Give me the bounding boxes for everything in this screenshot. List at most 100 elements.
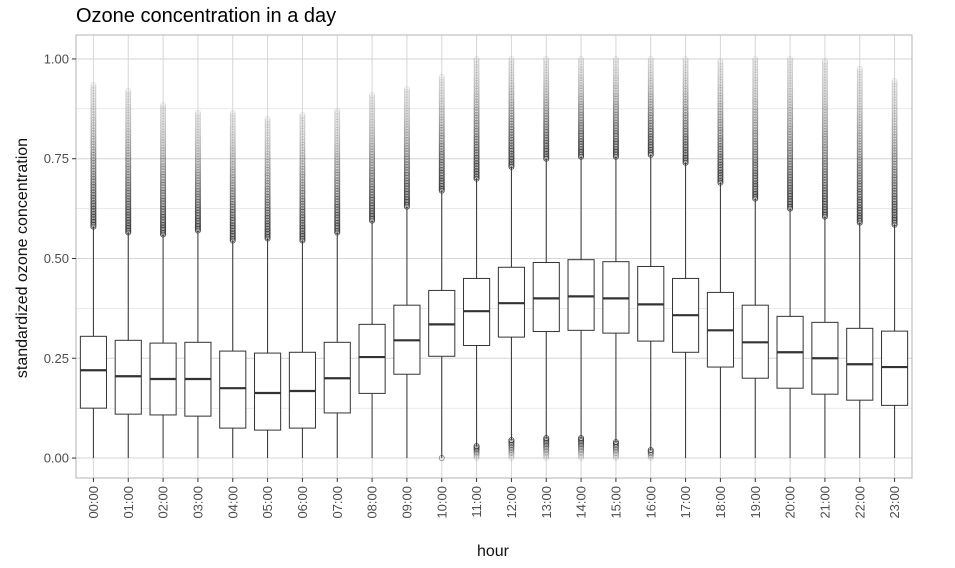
outlier-point bbox=[508, 57, 515, 64]
outlier-point bbox=[891, 146, 898, 153]
outlier-point bbox=[160, 149, 167, 156]
outlier-point bbox=[369, 198, 376, 205]
outlier-point bbox=[856, 77, 863, 84]
outlier-point bbox=[473, 81, 480, 88]
outlier-point bbox=[682, 129, 689, 136]
outlier-point bbox=[90, 104, 97, 111]
outlier-point bbox=[438, 134, 445, 141]
outlier-point bbox=[264, 160, 271, 167]
outlier-point bbox=[508, 143, 515, 150]
outlier-point bbox=[682, 86, 689, 93]
outlier-point bbox=[891, 98, 898, 105]
outlier-point bbox=[369, 212, 376, 219]
outlier-point bbox=[473, 111, 480, 118]
outlier-point bbox=[647, 451, 654, 458]
outlier-point bbox=[647, 57, 654, 64]
outlier-point bbox=[821, 169, 828, 176]
outlier-point bbox=[90, 156, 97, 163]
outlier-point bbox=[473, 174, 480, 181]
outlier-point bbox=[717, 101, 724, 108]
outlier-point bbox=[821, 197, 828, 204]
outlier-point bbox=[194, 170, 201, 177]
outlier-point bbox=[403, 151, 410, 158]
x-tick-label: 03:00 bbox=[190, 486, 205, 519]
outlier-point bbox=[682, 108, 689, 115]
outlier-point bbox=[125, 149, 132, 156]
outlier-point bbox=[647, 83, 654, 90]
outlier-point bbox=[125, 181, 132, 188]
outlier-point bbox=[578, 448, 585, 455]
outlier-point bbox=[264, 235, 271, 242]
outlier-point bbox=[90, 89, 97, 96]
outlier-point bbox=[612, 448, 619, 455]
outlier-point bbox=[821, 97, 828, 104]
outlier-point bbox=[194, 117, 201, 124]
outlier-point bbox=[856, 155, 863, 162]
outlier-point bbox=[821, 100, 828, 107]
outlier-point bbox=[682, 89, 689, 96]
outlier-point bbox=[787, 87, 794, 94]
outlier-point bbox=[299, 134, 306, 141]
outlier-point bbox=[821, 150, 828, 157]
outlier-point bbox=[194, 138, 201, 145]
outlier-point bbox=[508, 116, 515, 123]
outlier-point bbox=[891, 97, 898, 104]
box-20:00 bbox=[776, 55, 804, 459]
outlier-point bbox=[334, 120, 341, 127]
outlier-point bbox=[752, 92, 759, 99]
outlier-point bbox=[612, 445, 619, 452]
outlier-point bbox=[787, 84, 794, 91]
outlier-point bbox=[160, 111, 167, 118]
outlier-point bbox=[717, 123, 724, 130]
outlier-point bbox=[369, 171, 376, 178]
outlier-point bbox=[229, 122, 236, 129]
x-tick-label: 19:00 bbox=[748, 486, 763, 519]
outlier-point bbox=[508, 71, 515, 78]
outlier-point bbox=[891, 162, 898, 169]
outlier-point bbox=[578, 105, 585, 112]
outlier-point bbox=[717, 122, 724, 129]
outlier-point bbox=[403, 203, 410, 210]
outlier-point bbox=[264, 233, 271, 240]
outlier-point bbox=[647, 121, 654, 128]
outlier-point bbox=[752, 123, 759, 130]
outlier-point bbox=[578, 81, 585, 88]
outlier-point bbox=[403, 132, 410, 139]
outlier-point bbox=[578, 97, 585, 104]
outlier-point bbox=[125, 220, 132, 227]
outlier-point bbox=[543, 135, 550, 142]
outlier-point bbox=[647, 63, 654, 70]
x-tick-label: 11:00 bbox=[469, 486, 484, 518]
outlier-point bbox=[229, 157, 236, 164]
outlier-point bbox=[682, 146, 689, 153]
outlier-point bbox=[752, 145, 759, 152]
outlier-point bbox=[229, 188, 236, 195]
outlier-point bbox=[543, 150, 550, 157]
outlier-point bbox=[647, 86, 654, 93]
outlier-point bbox=[821, 67, 828, 74]
outlier-point bbox=[891, 135, 898, 142]
outlier-point bbox=[891, 127, 898, 134]
outlier-point bbox=[125, 151, 132, 158]
outlier-point bbox=[369, 155, 376, 162]
outlier-point bbox=[821, 191, 828, 198]
outlier-point bbox=[160, 138, 167, 145]
outlier-point bbox=[612, 112, 619, 119]
outlier-point bbox=[787, 79, 794, 86]
outlier-point bbox=[717, 91, 724, 98]
outlier-point bbox=[578, 108, 585, 115]
outlier-point bbox=[891, 109, 898, 116]
outlier-point bbox=[264, 208, 271, 215]
outlier-point bbox=[752, 55, 759, 62]
outlier-point bbox=[543, 67, 550, 74]
outlier-point bbox=[194, 208, 201, 215]
outlier-point bbox=[787, 159, 794, 166]
outlier-point bbox=[891, 132, 898, 139]
outlier-point bbox=[299, 235, 306, 242]
outlier-point bbox=[438, 139, 445, 146]
outlier-point bbox=[369, 149, 376, 156]
outlier-point bbox=[369, 168, 376, 175]
outlier-point bbox=[508, 451, 515, 458]
outlier-point bbox=[543, 68, 550, 75]
outlier-point bbox=[508, 114, 515, 121]
